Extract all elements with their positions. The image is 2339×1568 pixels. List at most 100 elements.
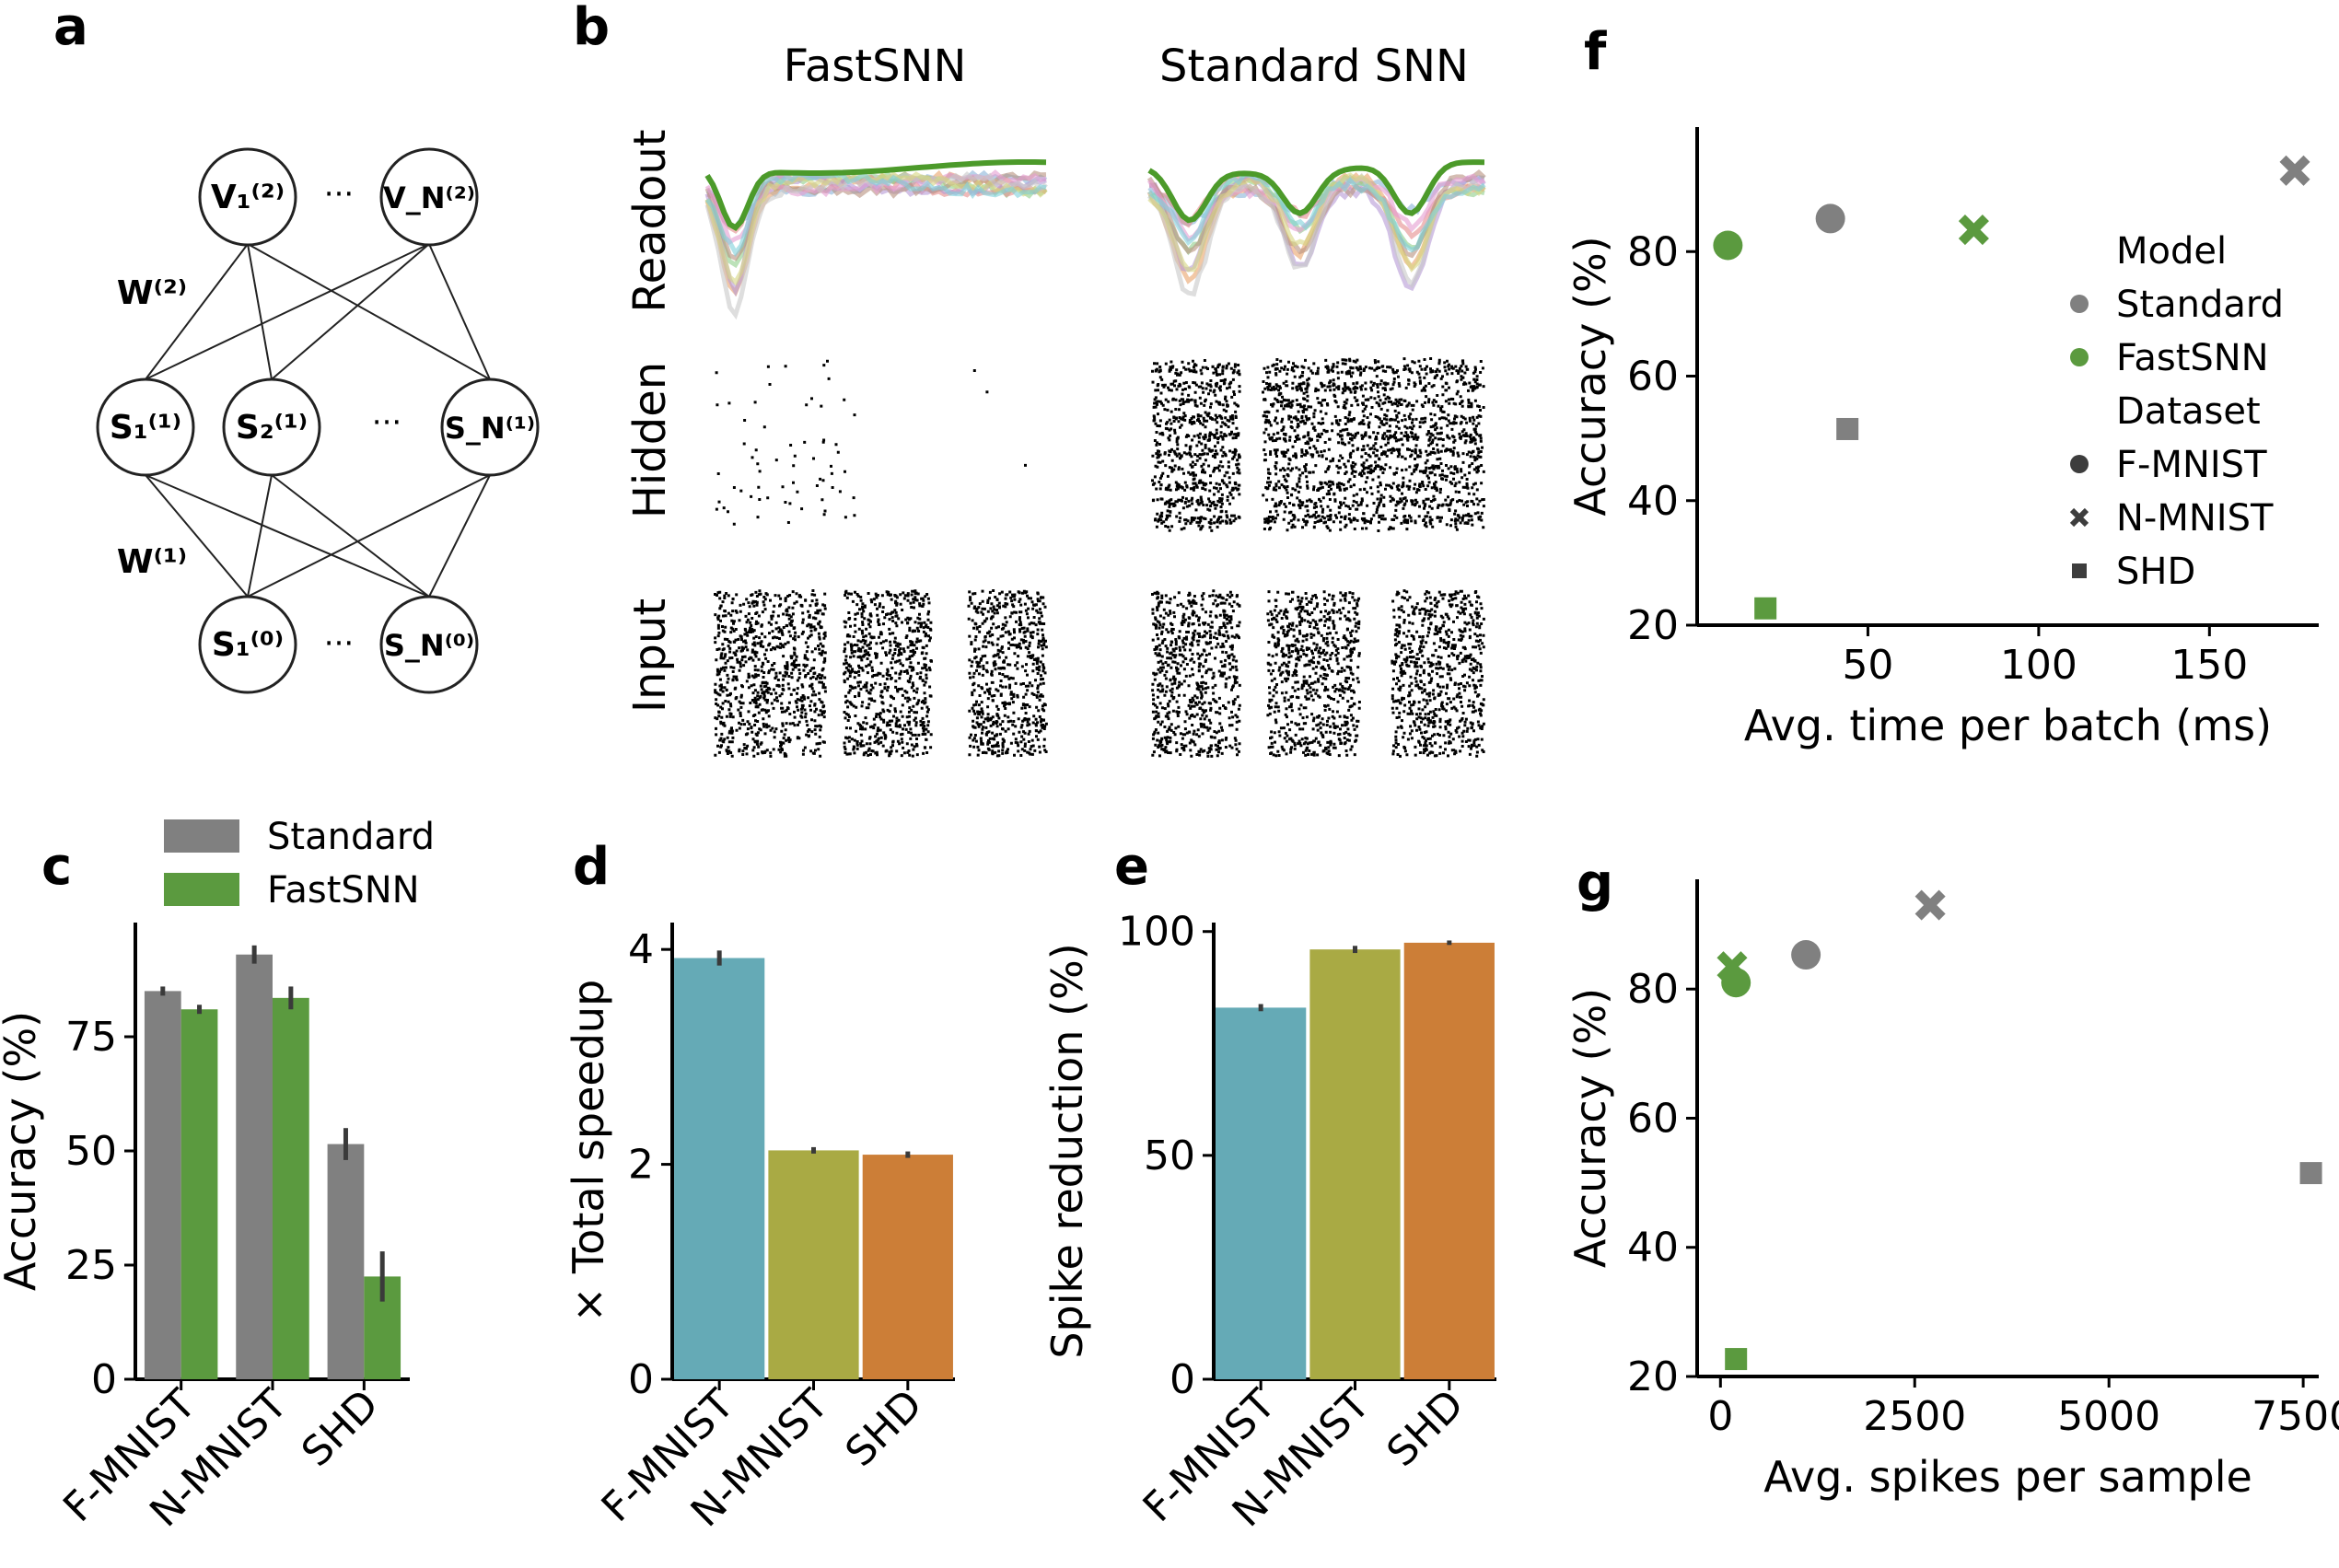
time-vs-accuracy-scatter: 20 40 60 80 50 100 150 Avg. time per batch (ms)… xyxy=(1565,127,2319,750)
network-diagram: V₁⁽²⁾ V_N⁽²⁾ S₁⁽¹⁾ S₂⁽¹⁾ S_N⁽¹⁾ S₁⁽⁰⁾ S_… xyxy=(96,147,540,694)
y-tick-label: 75 xyxy=(65,1014,117,1061)
input-raster-standard xyxy=(1151,589,1485,758)
hidden-raster-fastsnn xyxy=(715,359,1027,526)
point-fastsnn-shd xyxy=(1725,1348,1748,1371)
y-tick-label: 20 xyxy=(1627,602,1679,649)
legend-marker-standard xyxy=(2070,295,2089,313)
readout-traces-standard xyxy=(1146,159,1486,297)
y-axis-label: Spike reduction (%) xyxy=(1042,943,1092,1358)
weight-w2-label: W⁽²⁾ xyxy=(117,274,187,312)
y-tick-label: 2 xyxy=(628,1142,654,1189)
bar-f-mnist xyxy=(674,958,765,1379)
raster-title-fastsnn: FastSNN xyxy=(784,41,967,92)
y-tick-label: 25 xyxy=(65,1242,117,1289)
point-standard-shd xyxy=(1836,417,1859,440)
node-s1-1-label: S₁⁽¹⁾ xyxy=(110,409,181,447)
y-tick-label: 80 xyxy=(1627,228,1679,275)
spike-dots xyxy=(714,589,1048,758)
node-s1-0 xyxy=(198,595,297,694)
bar-n-mnist xyxy=(768,1150,859,1379)
y-tick-label: 50 xyxy=(1144,1132,1195,1179)
bar-standard-f-mnist xyxy=(144,991,181,1379)
x-tick-label: 50 xyxy=(1842,642,1893,689)
panel-letter-b: b xyxy=(573,0,610,57)
node-sn-0 xyxy=(379,595,479,694)
bar-fastsnn-n-mnist xyxy=(273,997,309,1379)
readout-trace xyxy=(705,172,1047,258)
point-standard-f-mnist xyxy=(1815,203,1845,234)
node-sn-1-label: S_N⁽¹⁾ xyxy=(445,411,535,446)
raster-title-standard: Standard SNN xyxy=(1159,41,1469,92)
legend-marker-f-mnist xyxy=(2070,455,2089,473)
network-edges xyxy=(145,243,491,598)
y-tick-label: 40 xyxy=(1627,478,1679,525)
panel-letter-e: e xyxy=(1114,837,1149,897)
bar-standard-n-mnist xyxy=(236,954,273,1379)
spike-dots xyxy=(1151,357,1485,532)
point-fastsnn-f-mnist xyxy=(1713,230,1743,261)
point-standard-shd xyxy=(2299,1162,2322,1185)
bar-f-mnist xyxy=(1216,1007,1307,1379)
x-axis-label: Avg. spikes per sample xyxy=(1763,1452,2252,1502)
y-tick-label: 80 xyxy=(1627,966,1679,1013)
spike-dots xyxy=(1151,589,1485,758)
legend-title-model: Model xyxy=(2116,230,2227,273)
row-label-readout: Readout xyxy=(624,129,676,312)
point-standard-f-mnist xyxy=(1791,940,1821,970)
legend-marker-n-mnist xyxy=(2069,507,2089,528)
spike-dots xyxy=(715,359,1027,526)
row-label-hidden: Hidden xyxy=(624,362,676,518)
x-tick-label-shd: SHD xyxy=(293,1381,388,1476)
node-v1-label: V₁⁽²⁾ xyxy=(211,179,285,216)
y-tick-label: 0 xyxy=(628,1356,654,1403)
x-tick-label-shd: SHD xyxy=(836,1381,931,1476)
readout-trace xyxy=(1147,171,1486,253)
accuracy-bar-chart: 0255075F-MNISTN-MNISTSHDStandardFastSNNA… xyxy=(0,816,435,1536)
node-sn-0-label: S_N⁽⁰⁾ xyxy=(384,628,474,663)
point-fastsnn-shd xyxy=(1754,597,1777,620)
y-axis-label: Accuracy (%) xyxy=(1565,236,1615,516)
x-tick-label-shd: SHD xyxy=(1378,1381,1472,1476)
point-standard-n-mnist xyxy=(1914,889,1946,921)
input-raster-fastsnn xyxy=(714,589,1048,758)
bar-standard-shd xyxy=(327,1144,365,1379)
panel-letter-c: c xyxy=(41,837,72,897)
node-vn xyxy=(379,147,479,247)
legend-label-shd: SHD xyxy=(2116,551,2195,593)
panel-letter-g: g xyxy=(1577,854,1613,913)
x-tick-label: 5000 xyxy=(2057,1393,2160,1440)
ellipsis-bot: ··· xyxy=(324,625,354,662)
bar-fastsnn-f-mnist xyxy=(180,1009,218,1379)
y-tick-label: 40 xyxy=(1627,1225,1679,1272)
legend-title-dataset: Dataset xyxy=(2116,390,2261,433)
x-tick-label: 7500 xyxy=(2252,1393,2339,1440)
y-tick-label: 100 xyxy=(1118,909,1195,956)
y-tick-label: 4 xyxy=(628,926,654,973)
x-axis-label: Avg. time per batch (ms) xyxy=(1744,701,2272,750)
legend-label-f-mnist: F-MNIST xyxy=(2116,444,2267,486)
legend-label-fastsnn: FastSNN xyxy=(267,869,420,912)
legend-marker-fastsnn xyxy=(2070,348,2089,366)
readout-trace xyxy=(704,170,1048,286)
legend-marker-shd xyxy=(2072,563,2087,578)
ellipsis-top: ··· xyxy=(324,176,354,213)
hidden-raster-standard xyxy=(1151,357,1485,532)
point-fastsnn-n-mnist xyxy=(1716,951,1748,982)
x-tick-label: 100 xyxy=(2000,642,2077,689)
legend-swatch-standard xyxy=(164,819,239,853)
legend-label-standard: Standard xyxy=(2116,284,2284,326)
y-axis-label: Accuracy (%) xyxy=(0,1011,45,1291)
y-axis-label: × Total speedup xyxy=(564,980,613,1323)
node-vn-label: V_N⁽²⁾ xyxy=(383,180,475,215)
y-tick-label: 50 xyxy=(65,1128,117,1175)
spikes-vs-accuracy-scatter: 20 40 60 80 0 2500 5000 7500Avg. spikes per sam… xyxy=(1565,879,2339,1502)
x-tick-label: 150 xyxy=(2170,642,2248,689)
weight-w1-label: W⁽¹⁾ xyxy=(117,543,187,581)
panel-letter-a: a xyxy=(53,0,88,57)
raster-panel: FastSNN Standard SNN Readout Hidden Inpu… xyxy=(624,41,1486,758)
x-tick-label: 0 xyxy=(1707,1393,1733,1440)
bar-shd xyxy=(862,1155,953,1379)
panel-letter-f: f xyxy=(1584,22,1607,82)
